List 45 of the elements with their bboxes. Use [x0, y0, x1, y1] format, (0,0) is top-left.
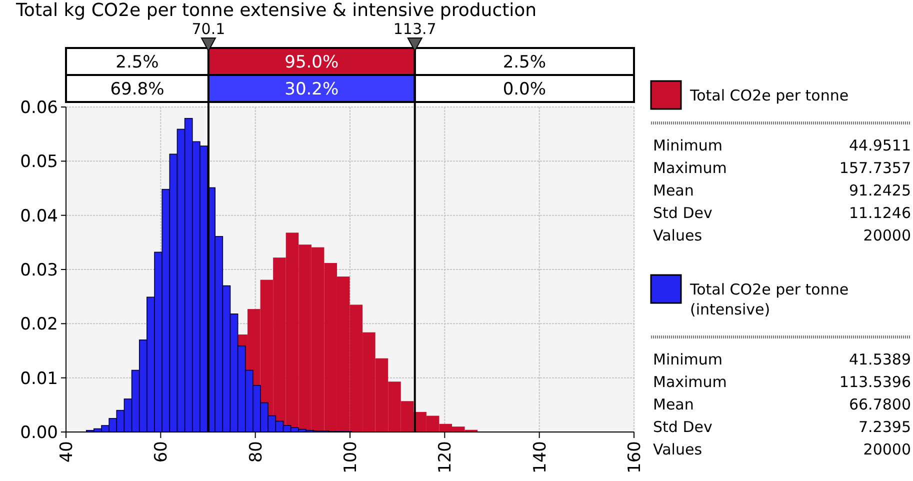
x-tick-label: 160	[624, 441, 645, 474]
text: 113.5396	[839, 372, 911, 391]
text: 69.8%	[110, 79, 164, 100]
x-tick-label: 100	[340, 441, 361, 474]
y-tick-label: 0.06	[20, 98, 58, 118]
x-tick-label: 60	[152, 441, 172, 463]
legend-label: Total CO2e per tonne	[689, 86, 849, 104]
text: Values	[653, 440, 702, 458]
y-tick-label: 0.04	[20, 206, 58, 226]
text: 44.9511	[848, 136, 911, 154]
y-tick-label: 0.05	[20, 152, 58, 172]
text: Std Dev	[653, 418, 712, 436]
text: 157.7357	[839, 158, 911, 177]
text: Mean	[653, 395, 694, 414]
text: 30.2%	[284, 79, 339, 100]
text: Maximum	[653, 372, 727, 391]
x-tick-label: 40	[56, 441, 77, 463]
text: Minimum	[653, 136, 723, 154]
text: 66.7800	[848, 395, 911, 414]
y-tick-label: 0.02	[20, 314, 58, 335]
text: Mean	[653, 181, 694, 200]
x-tick-label: 140	[530, 441, 550, 474]
y-tick-label: 0.01	[20, 368, 58, 389]
text: Maximum	[653, 158, 727, 177]
text: 0.0%	[502, 79, 546, 100]
text: 91.2425	[848, 181, 911, 200]
text: 95.0%	[284, 52, 339, 72]
text: 20000	[863, 440, 911, 458]
text: Std Dev	[653, 204, 712, 222]
text: Values	[653, 226, 702, 244]
ref-line-label: 113.7	[393, 20, 436, 38]
text: 2.5%	[502, 52, 546, 72]
text: 7.2395	[858, 418, 911, 436]
y-tick-label: 0.03	[20, 260, 58, 280]
legend-label: Total CO2e per tonne (intensive)	[689, 280, 849, 318]
chart-title: Total kg CO2e per tonne extensive & intensive production	[15, 0, 537, 21]
text: 20000	[863, 226, 911, 244]
y-tick-label: 0.00	[20, 422, 58, 443]
text: 11.1246	[848, 204, 911, 222]
ref-line-label: 70.1	[192, 20, 226, 38]
x-tick-label: 80	[246, 441, 266, 463]
text: 2.5%	[116, 52, 159, 72]
text: Minimum	[653, 350, 723, 368]
text: 41.5389	[848, 350, 911, 368]
x-tick-label: 120	[436, 441, 456, 474]
